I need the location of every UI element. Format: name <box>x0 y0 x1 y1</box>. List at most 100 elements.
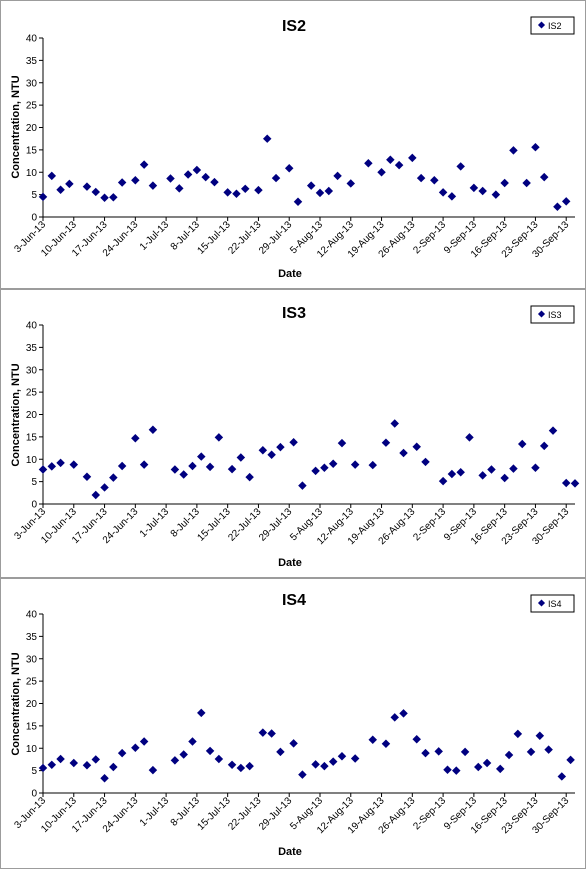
data-point <box>320 761 329 771</box>
data-point <box>139 737 149 746</box>
data-point <box>447 192 457 201</box>
data-point <box>289 739 298 748</box>
data-point <box>148 425 158 434</box>
x-axis-label: Date <box>278 846 302 858</box>
data-point <box>553 202 562 211</box>
chart-title: IS4 <box>282 592 306 609</box>
data-point <box>456 162 465 171</box>
data-point <box>131 433 140 443</box>
axes: 05101520253035403-Jun-1310-Jun-1317-Jun-… <box>12 34 575 260</box>
y-tick-label: 15 <box>26 432 38 443</box>
y-tick-label: 35 <box>26 343 38 354</box>
y-tick-label: 20 <box>26 123 38 134</box>
data-point <box>324 186 334 196</box>
data-point <box>170 465 180 474</box>
data-point <box>456 467 465 477</box>
data-point <box>350 754 360 763</box>
data-point <box>434 747 443 756</box>
data-point <box>315 188 325 198</box>
data-point <box>210 177 219 187</box>
data-point <box>531 463 540 472</box>
data-point <box>241 184 250 194</box>
y-tick-label: 0 <box>31 789 37 800</box>
data-point <box>504 750 514 760</box>
chart-title: IS3 <box>282 305 306 322</box>
y-axis-label: Concentration, NTU <box>10 75 22 178</box>
data-point <box>91 490 101 500</box>
data-point <box>205 746 215 756</box>
y-tick-label: 15 <box>26 145 38 156</box>
data-point <box>214 754 224 764</box>
data-point <box>69 460 79 469</box>
data-point <box>91 187 101 197</box>
y-axis-label: Concentration, NTU <box>10 363 22 466</box>
data-point <box>65 179 74 189</box>
y-axis-label: Concentration, NTU <box>10 652 22 755</box>
data-point <box>254 185 263 195</box>
chart-is2: IS2 Concentration, NTU Date IS2 0 5 10 15 20… <box>10 16 575 280</box>
data-point <box>509 146 518 155</box>
data-point <box>276 442 285 452</box>
data-point <box>412 442 421 451</box>
data-point <box>311 760 320 769</box>
y-tick-label: 40 <box>26 321 38 332</box>
data-point <box>539 441 549 451</box>
legend-label: IS4 <box>548 599 562 609</box>
y-tick-label: 15 <box>26 721 38 732</box>
data-point <box>364 159 373 168</box>
data-point <box>368 460 377 470</box>
data-point <box>421 748 430 758</box>
data-point <box>205 462 215 472</box>
data-point <box>188 737 197 746</box>
chart-is3: IS3 Concentration, NTU Date IS3 0 5 10 15 20… <box>10 305 580 569</box>
y-tick-label: 30 <box>26 654 38 665</box>
data-point <box>311 466 320 476</box>
chart-title: IS2 <box>282 18 306 35</box>
x-axis-label: Date <box>278 268 302 280</box>
data-point <box>452 766 461 775</box>
data-point <box>539 172 549 182</box>
x-tick-label: 1-Jul-13 <box>138 795 172 829</box>
chart-panel-is4: IS4 Concentration, NTU Date IS4 0 5 10 15 20… <box>0 578 586 869</box>
data-point <box>175 184 184 193</box>
data-point <box>368 735 377 744</box>
legend-box <box>530 594 575 613</box>
data-point <box>399 709 408 718</box>
data-point <box>320 463 329 472</box>
data-point <box>522 178 531 188</box>
data-point <box>69 758 79 768</box>
data-point <box>82 761 92 770</box>
legend: IS3 <box>530 305 575 324</box>
data-points <box>38 419 580 500</box>
data-point <box>337 752 347 761</box>
data-point <box>399 448 408 458</box>
data-point <box>346 179 356 188</box>
data-point <box>47 462 57 471</box>
data-point <box>236 453 246 462</box>
y-tick-label: 25 <box>26 677 38 688</box>
chart-panel-is2: IS2 Concentration, NTU Date IS2 0 5 10 15 20… <box>0 0 586 289</box>
x-tick-label: 1-Jul-13 <box>138 219 172 253</box>
data-point <box>430 176 439 185</box>
data-point <box>465 433 474 442</box>
data-point <box>298 481 307 490</box>
data-point <box>500 473 509 483</box>
legend-marker <box>537 21 546 29</box>
data-point <box>47 171 57 181</box>
data-point <box>91 755 101 764</box>
data-point <box>227 464 237 474</box>
data-point <box>390 419 399 428</box>
data-point <box>47 760 57 770</box>
data-point <box>333 171 342 181</box>
data-point <box>56 185 65 194</box>
data-point <box>117 748 127 758</box>
data-point <box>478 471 487 480</box>
data-point <box>408 153 417 163</box>
data-point <box>390 713 399 722</box>
data-point <box>443 765 452 774</box>
data-point <box>38 192 48 202</box>
data-point <box>271 173 281 183</box>
data-point <box>487 465 496 474</box>
data-points <box>38 708 575 783</box>
